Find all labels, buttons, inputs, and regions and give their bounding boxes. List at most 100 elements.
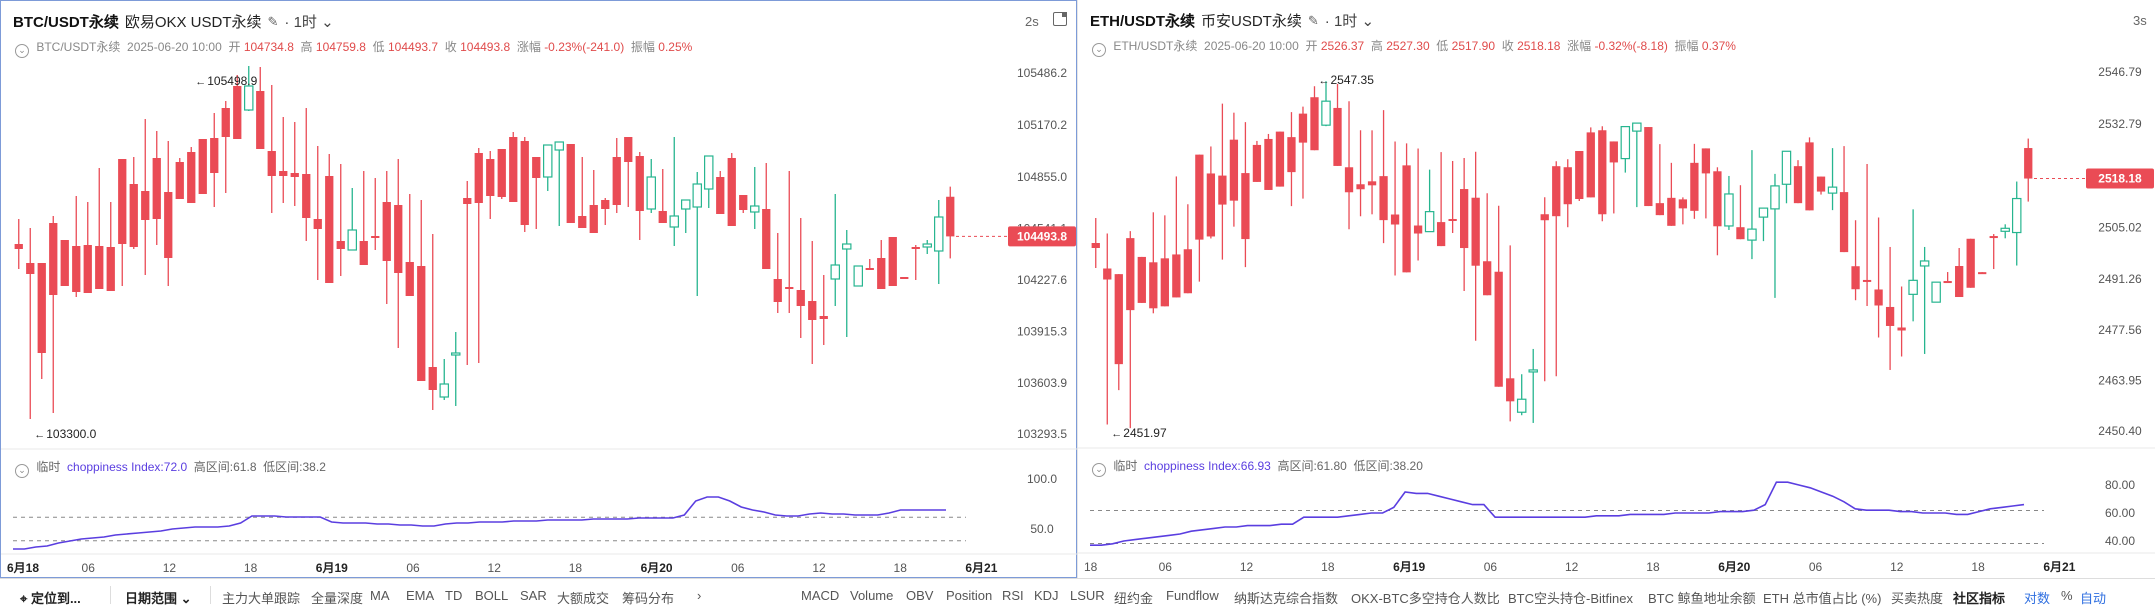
candle-body[interactable] (658, 211, 667, 223)
toolbar-item[interactable]: Fundflow (1166, 588, 1219, 603)
maximize-icon[interactable] (1053, 12, 1067, 26)
candle-body[interactable] (1908, 279, 1918, 295)
candle-body[interactable] (187, 152, 196, 203)
candle-body[interactable] (1978, 272, 1987, 275)
candle-body[interactable] (1356, 184, 1365, 190)
candle-body[interactable] (911, 247, 920, 249)
candle-body[interactable] (106, 247, 115, 291)
collapse-icon[interactable]: ⌄ (1092, 43, 1106, 57)
toolbar-item[interactable]: SAR (520, 588, 547, 603)
toolbar-item[interactable]: ETH 总市值占比 (%) (1763, 588, 1881, 607)
toolbar-item[interactable]: LSUR (1070, 588, 1105, 603)
candle-body[interactable] (1678, 199, 1688, 209)
candle-body[interactable] (1506, 378, 1515, 402)
candle-body[interactable] (669, 215, 679, 228)
candle-body[interactable] (1137, 256, 1146, 303)
candle-body[interactable] (1494, 271, 1503, 387)
toolbar-item[interactable]: % (2061, 588, 2073, 603)
candle-body[interactable] (1402, 165, 1411, 273)
candle-body[interactable] (1206, 173, 1216, 237)
candle-body[interactable] (1516, 398, 1527, 413)
candle-body[interactable] (313, 219, 322, 229)
candle-body[interactable] (1874, 289, 1883, 306)
toolbar-item[interactable]: MACD (801, 588, 839, 603)
candle-body[interactable] (1955, 266, 1964, 298)
candle-body[interactable] (371, 236, 380, 238)
candle-body[interactable] (532, 157, 541, 178)
candle-body[interactable] (692, 183, 702, 208)
candle-body[interactable] (1897, 327, 1906, 331)
candle-body[interactable] (796, 290, 805, 306)
candle-body[interactable] (865, 268, 874, 270)
candle-body[interactable] (1966, 238, 1975, 288)
candle-body[interactable] (198, 139, 207, 194)
candle-body[interactable] (1264, 138, 1273, 190)
candle-body[interactable] (762, 209, 771, 269)
candle-body[interactable] (554, 141, 564, 151)
candle-body[interactable] (1367, 181, 1377, 186)
candle-body[interactable] (773, 279, 782, 302)
collapse-icon[interactable]: ⌄ (15, 44, 29, 58)
candle-body[interactable] (1298, 113, 1308, 143)
candle-body[interactable] (716, 177, 725, 214)
candle-body[interactable] (1690, 162, 1699, 211)
candle-body[interactable] (290, 173, 299, 177)
candle-body[interactable] (946, 196, 955, 237)
btc-chart-canvas[interactable]: 105486.2105170.2104855.0104541.1104227.6… (1, 1, 1078, 579)
candle-body[interactable] (1321, 100, 1331, 126)
candle-body[interactable] (704, 155, 714, 190)
toolbar-item[interactable]: RSI (1002, 588, 1024, 603)
candle-body[interactable] (1310, 97, 1319, 151)
candle-body[interactable] (1736, 227, 1745, 240)
candle-body[interactable] (1483, 261, 1492, 296)
candle-body[interactable] (842, 243, 852, 250)
candle-body[interactable] (118, 159, 127, 244)
candle-body[interactable] (520, 141, 529, 225)
candle-body[interactable] (1448, 218, 1457, 221)
timeframe-select[interactable]: · 1时 ⌄ (284, 14, 334, 31)
candle-body[interactable] (646, 176, 656, 210)
symbol-label[interactable]: ETH/USDT永续 (1090, 13, 1196, 30)
candle-body[interactable] (543, 144, 553, 178)
candle-body[interactable] (2024, 148, 2033, 179)
toolbar-item[interactable]: › (697, 588, 701, 603)
candle-body[interactable] (474, 153, 483, 203)
edit-icon[interactable]: ✎ (1307, 12, 1319, 28)
candle-body[interactable] (624, 137, 633, 162)
candle-body[interactable] (681, 199, 691, 210)
candle-body[interactable] (1379, 176, 1388, 221)
candle-body[interactable] (739, 195, 748, 210)
candle-body[interactable] (1149, 262, 1158, 309)
candle-body[interactable] (830, 264, 840, 280)
candle-body[interactable] (1287, 137, 1296, 173)
candle-body[interactable] (141, 191, 150, 220)
candle-body[interactable] (1413, 225, 1423, 234)
toolbar-item[interactable]: 纽约金 (1114, 588, 1153, 607)
candle-body[interactable] (2000, 227, 2010, 232)
candle-body[interactable] (1724, 193, 1734, 227)
candle-body[interactable] (589, 205, 598, 233)
toolbar-item[interactable]: 日期范围 ⌄ (125, 588, 192, 607)
candle-body[interactable] (26, 263, 35, 274)
candle-body[interactable] (1644, 127, 1653, 207)
candle-body[interactable] (1436, 222, 1446, 247)
candle-body[interactable] (1091, 243, 1100, 248)
candle-body[interactable] (221, 108, 230, 137)
candle-body[interactable] (1172, 254, 1181, 298)
toolbar-item[interactable]: 筹码分布 (622, 588, 674, 607)
candle-body[interactable] (1218, 175, 1227, 205)
candle-body[interactable] (1114, 274, 1123, 365)
candle-body[interactable] (72, 246, 81, 292)
candle-body[interactable] (1781, 150, 1792, 185)
candle-body[interactable] (302, 174, 311, 218)
candle-body[interactable] (808, 301, 817, 320)
candle-body[interactable] (888, 237, 897, 286)
toolbar-item[interactable]: BTC 鲸鱼地址余额 (1648, 588, 1756, 607)
candle-body[interactable] (1989, 236, 1998, 239)
toolbar-item[interactable]: Volume (850, 588, 893, 603)
candle-body[interactable] (922, 243, 932, 248)
candle-body[interactable] (451, 352, 461, 356)
candle-body[interactable] (1931, 281, 1941, 303)
candle-body[interactable] (1160, 258, 1169, 307)
candle-body[interactable] (1195, 154, 1204, 240)
